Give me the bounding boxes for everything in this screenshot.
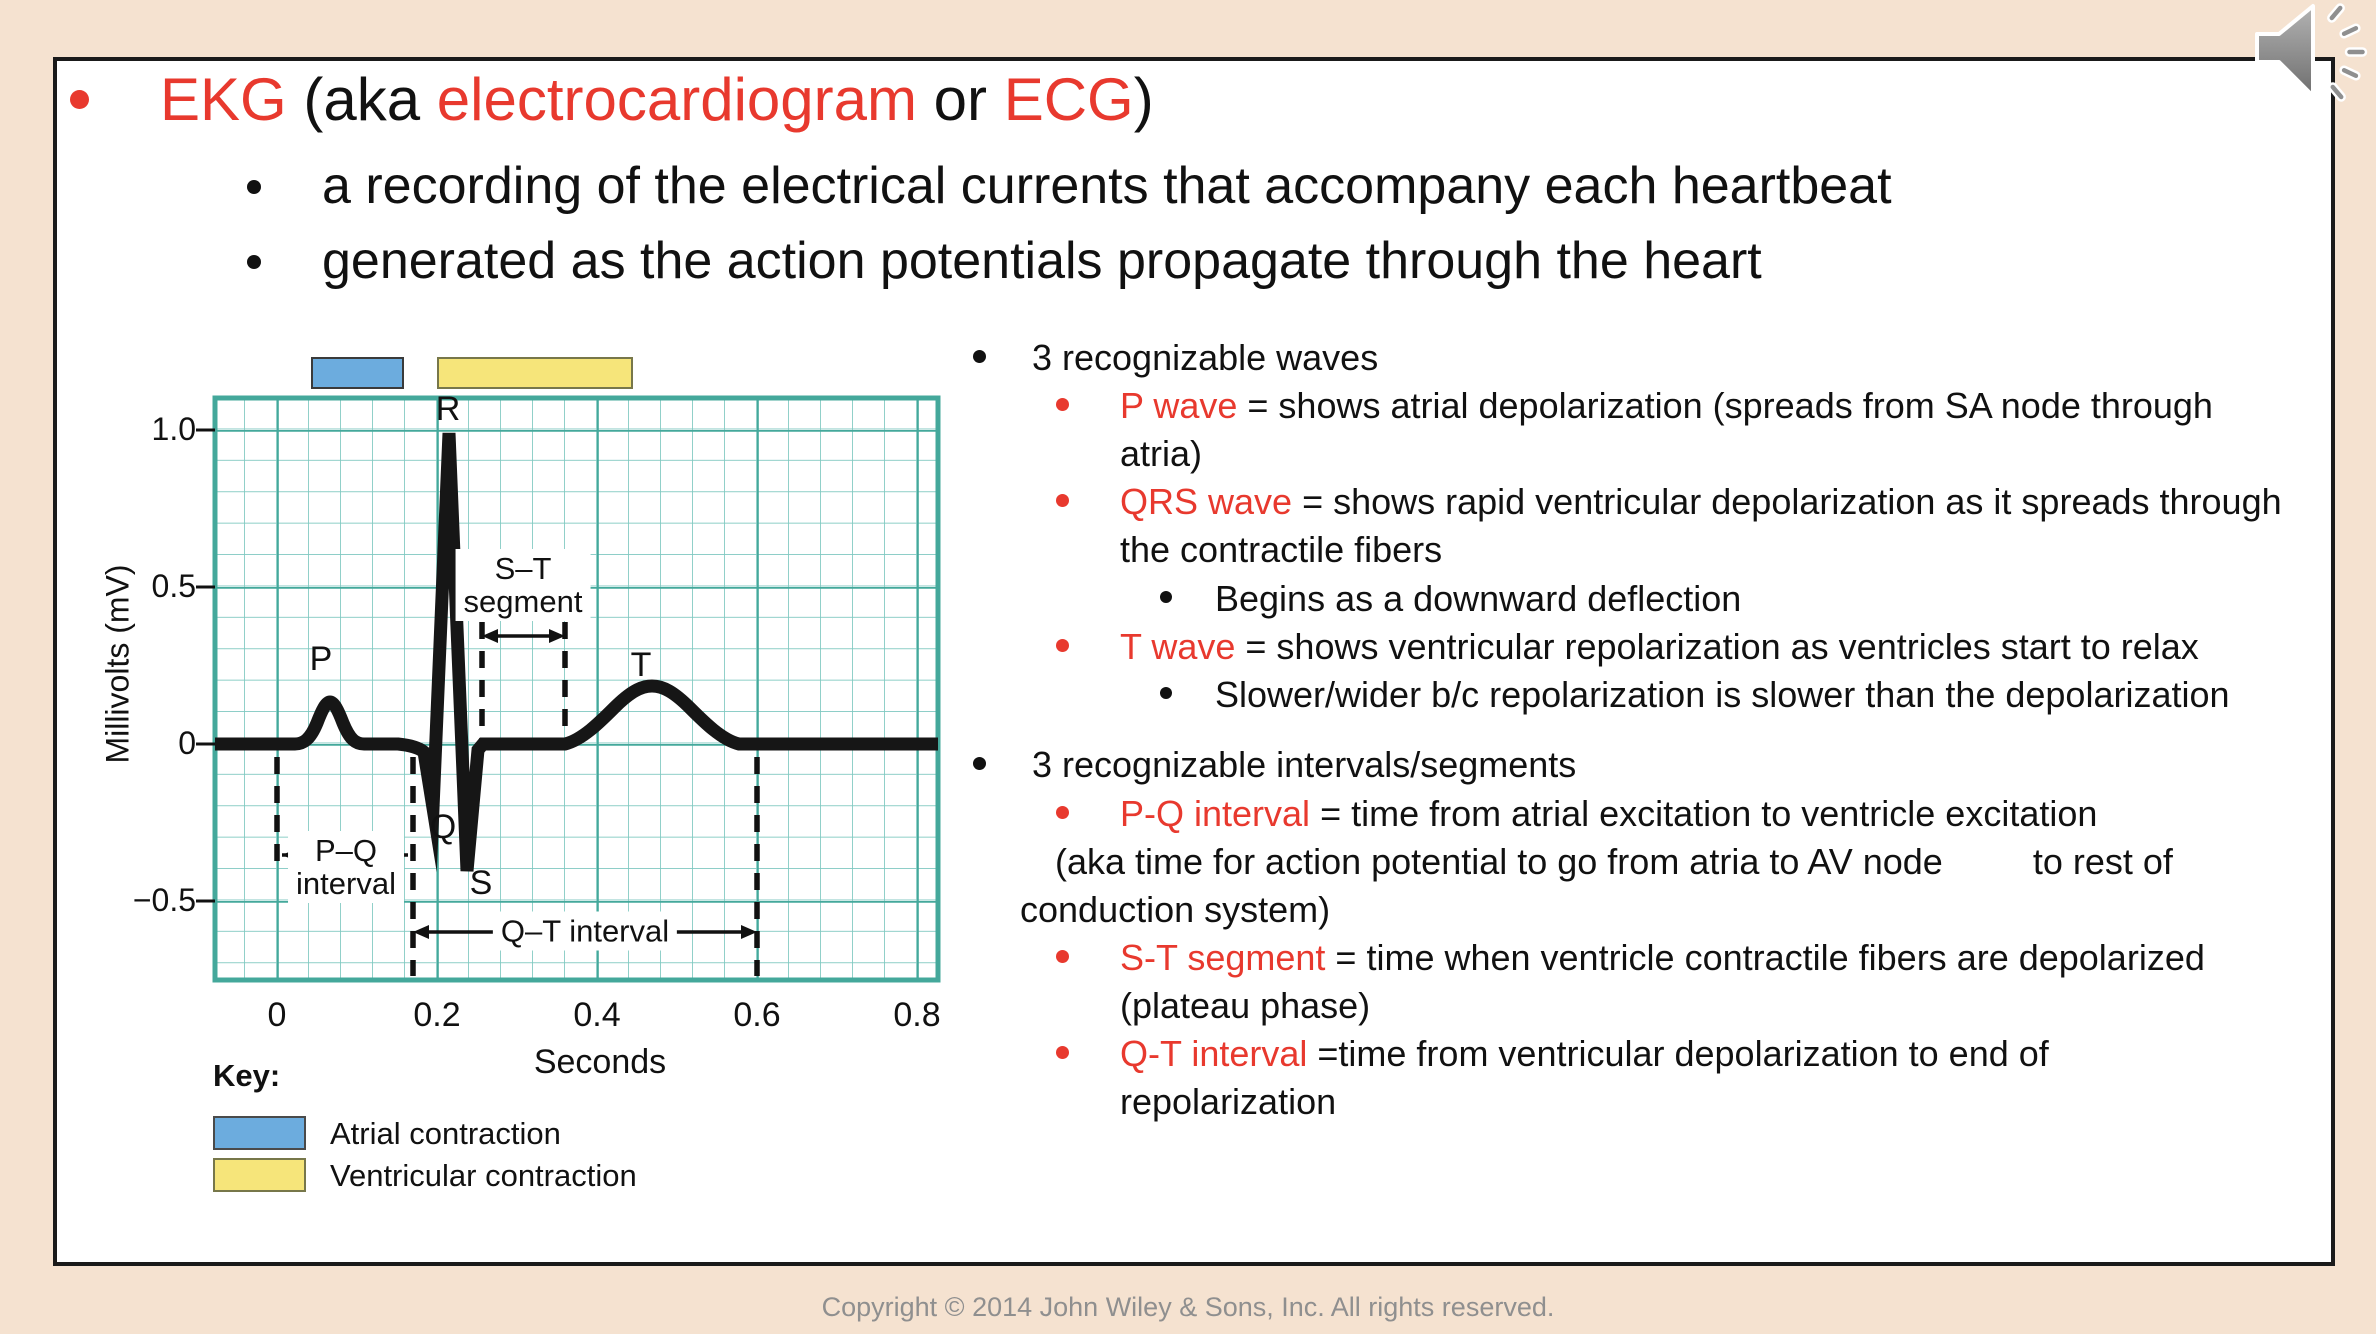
- rc-p-wave-lead: P wave: [1120, 385, 1238, 426]
- st-segment-label-line1: S–T: [494, 551, 552, 586]
- pq-interval-label: P–Q interval: [288, 831, 404, 903]
- ventricular-contraction-label: Ventricular contraction: [330, 1158, 637, 1193]
- rc-line-aka-time: (aka time for action potential to go fro…: [1055, 841, 2173, 882]
- key-title: Key:: [213, 1058, 281, 1093]
- p-wave-label: P: [309, 640, 333, 678]
- rc-t-wave-lead: T wave: [1120, 626, 1236, 667]
- subtitle-1: a recording of the electrical currents t…: [322, 157, 1892, 215]
- subtitle-bullet-2: [247, 255, 261, 269]
- rc-qt-lead: Q-T interval: [1120, 1033, 1308, 1074]
- rc-line-begins-downward: Begins as a downward deflection: [1215, 578, 1742, 619]
- s-wave-label: S: [469, 864, 493, 902]
- y-tick-1.0: 1.0: [151, 411, 196, 447]
- rc-st-lead: S-T segment: [1120, 937, 1326, 978]
- title-electrocardiogram: electrocardiogram: [436, 66, 917, 133]
- rc-line-conduction: conduction system): [1020, 889, 1331, 930]
- rc-bullet-3: [1160, 591, 1172, 603]
- atrial-contraction-label: Atrial contraction: [330, 1116, 561, 1151]
- slide-title: EKG (aka electrocardiogram or ECG): [160, 68, 1154, 132]
- speaker-body: [2255, 4, 2315, 98]
- rc-line-atria: atria): [1120, 433, 1203, 474]
- q-wave-label: Q: [429, 808, 457, 846]
- rc-pq-lead: P-Q interval: [1120, 793, 1311, 834]
- rc-bullet-1: [1056, 398, 1069, 411]
- st-segment-label-line2: segment: [463, 584, 583, 619]
- rc-line-qrs-wave: QRS wave = shows rapid ventricular depol…: [1120, 482, 2282, 522]
- rc-line-p-wave: P wave = shows atrial depolarization (sp…: [1120, 386, 2213, 426]
- title-ecg: ECG: [1003, 66, 1134, 133]
- y-axis-ticks: [196, 428, 215, 903]
- rc-line-waves-heading: 3 recognizable waves: [1032, 337, 1379, 378]
- copyright-text: Copyright © 2014 John Wiley & Sons, Inc.…: [821, 1292, 1555, 1322]
- atrial-contraction-swatch: [213, 1116, 306, 1150]
- r-wave-label: R: [435, 390, 461, 428]
- title-paren: ): [1133, 66, 1154, 133]
- y-tick-0.5: 0.5: [151, 568, 196, 604]
- x-tick-0.2: 0.2: [413, 996, 461, 1034]
- rc-line-repolarization: repolarization: [1120, 1081, 1337, 1122]
- rc-bullet-0: [973, 350, 986, 363]
- ventricular-contraction-swatch: [213, 1158, 306, 1192]
- rc-qrs-rest: = shows rapid ventricular depolarization…: [1292, 481, 2282, 522]
- rc-bullet-2: [1056, 494, 1069, 507]
- title-or: or: [917, 66, 1004, 133]
- rc-bullet-6: [973, 757, 986, 770]
- rc-line-intervals-heading: 3 recognizable intervals/segments: [1032, 744, 1577, 785]
- x-tick-0.8: 0.8: [893, 996, 941, 1034]
- ventricular-contraction-bar: [437, 357, 633, 389]
- atrial-contraction-bar: [311, 357, 404, 389]
- rc-line-contractile: the contractile fibers: [1120, 529, 1443, 570]
- x-tick-0: 0: [267, 996, 287, 1034]
- rc-t-wave-rest: = shows ventricular repolarization as ve…: [1235, 626, 2199, 667]
- ecg-trace: [215, 432, 938, 873]
- rc-bullet-8: [1056, 950, 1069, 963]
- qt-interval-label: Q–T interval: [492, 911, 678, 951]
- speaker-sound-waves: [2327, 3, 2368, 102]
- rc-line-pq-interval: P-Q interval = time from atrial excitati…: [1120, 794, 2097, 834]
- title-aka: (aka: [303, 66, 437, 133]
- t-wave-label: T: [630, 646, 652, 684]
- st-segment-arrow: [482, 629, 565, 643]
- x-tick-0.6: 0.6: [733, 996, 781, 1034]
- title-bullet: [70, 90, 89, 109]
- y-tick-0: 0: [178, 725, 196, 761]
- title-ekg: EKG: [160, 66, 304, 133]
- rc-line-qt-interval: Q-T interval =time from ventricular depo…: [1120, 1034, 2049, 1074]
- rc-line-st-segment: S-T segment = time when ventricle contra…: [1120, 938, 2205, 978]
- pq-interval-label-line1: P–Q: [314, 833, 378, 868]
- rc-bullet-4: [1056, 639, 1069, 652]
- y-tick-neg0.5: −0.5: [132, 882, 196, 918]
- subtitle-bullet-1: [247, 180, 261, 194]
- rc-qrs-lead: QRS wave: [1120, 481, 1293, 522]
- rc-bullet-7: [1056, 806, 1069, 819]
- x-tick-0.4: 0.4: [573, 996, 621, 1034]
- rc-line-plateau: (plateau phase): [1120, 985, 1371, 1026]
- rc-line-slower-wider: Slower/wider b/c repolarization is slowe…: [1215, 674, 2230, 715]
- rc-line-t-wave: T wave = shows ventricular repolarizatio…: [1120, 627, 2199, 667]
- st-segment-label: S–T segment: [455, 549, 591, 621]
- rc-pq-rest: = time from atrial excitation to ventric…: [1310, 793, 2098, 834]
- rc-bullet-9: [1056, 1046, 1069, 1059]
- subtitle-2: generated as the action potentials propa…: [322, 232, 1762, 290]
- x-axis-title: Seconds: [533, 1043, 667, 1081]
- rc-qt-rest: =time from ventricular depolarization to…: [1307, 1033, 2049, 1074]
- pq-interval-label-line2: interval: [296, 866, 396, 901]
- rc-st-rest: = time when ventricle contractile fibers…: [1325, 937, 2205, 978]
- interval-dashed-lines: [274, 622, 760, 976]
- rc-bullet-5: [1160, 687, 1172, 699]
- audio-speaker-icon[interactable]: [2232, 0, 2376, 112]
- rc-p-wave-rest: = shows atrial depolarization (spreads f…: [1237, 385, 2213, 426]
